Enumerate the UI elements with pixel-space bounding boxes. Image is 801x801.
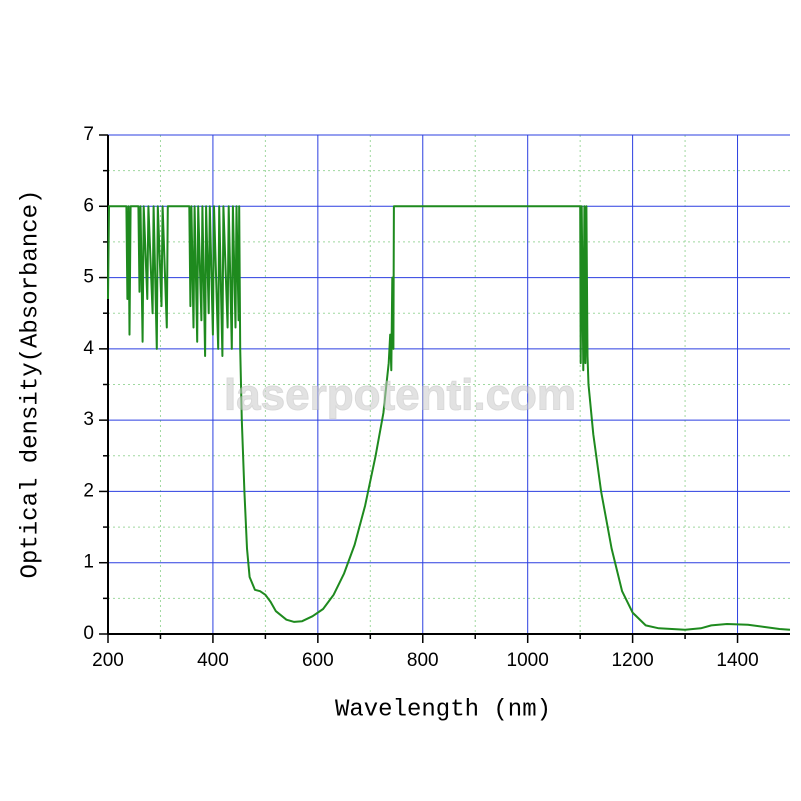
y-tick-label: 5 <box>83 267 94 288</box>
x-tick-label: 1200 <box>611 650 653 671</box>
y-tick-label: 3 <box>83 409 94 430</box>
data-line <box>107 205 791 631</box>
x-tick-label: 400 <box>197 650 229 671</box>
x-tick-label: 600 <box>302 650 334 671</box>
y-tick-label: 0 <box>83 623 94 644</box>
x-tick-label: 200 <box>92 650 124 671</box>
x-tick-label: 1000 <box>507 650 549 671</box>
y-tick-label: 2 <box>83 480 94 501</box>
y-tick-label: 6 <box>83 195 94 216</box>
x-tick-label: 1400 <box>716 650 758 671</box>
y-tick-label: 4 <box>83 338 94 359</box>
x-axis-label: Wavelength (nm) <box>335 696 551 723</box>
watermark: laserpotenti.com <box>224 371 576 420</box>
y-tick-label: 1 <box>83 552 94 573</box>
y-axis-label: Optical density(Absorbance) <box>17 190 44 579</box>
x-tick-label: 800 <box>407 650 439 671</box>
y-tick-label: 7 <box>83 124 94 145</box>
